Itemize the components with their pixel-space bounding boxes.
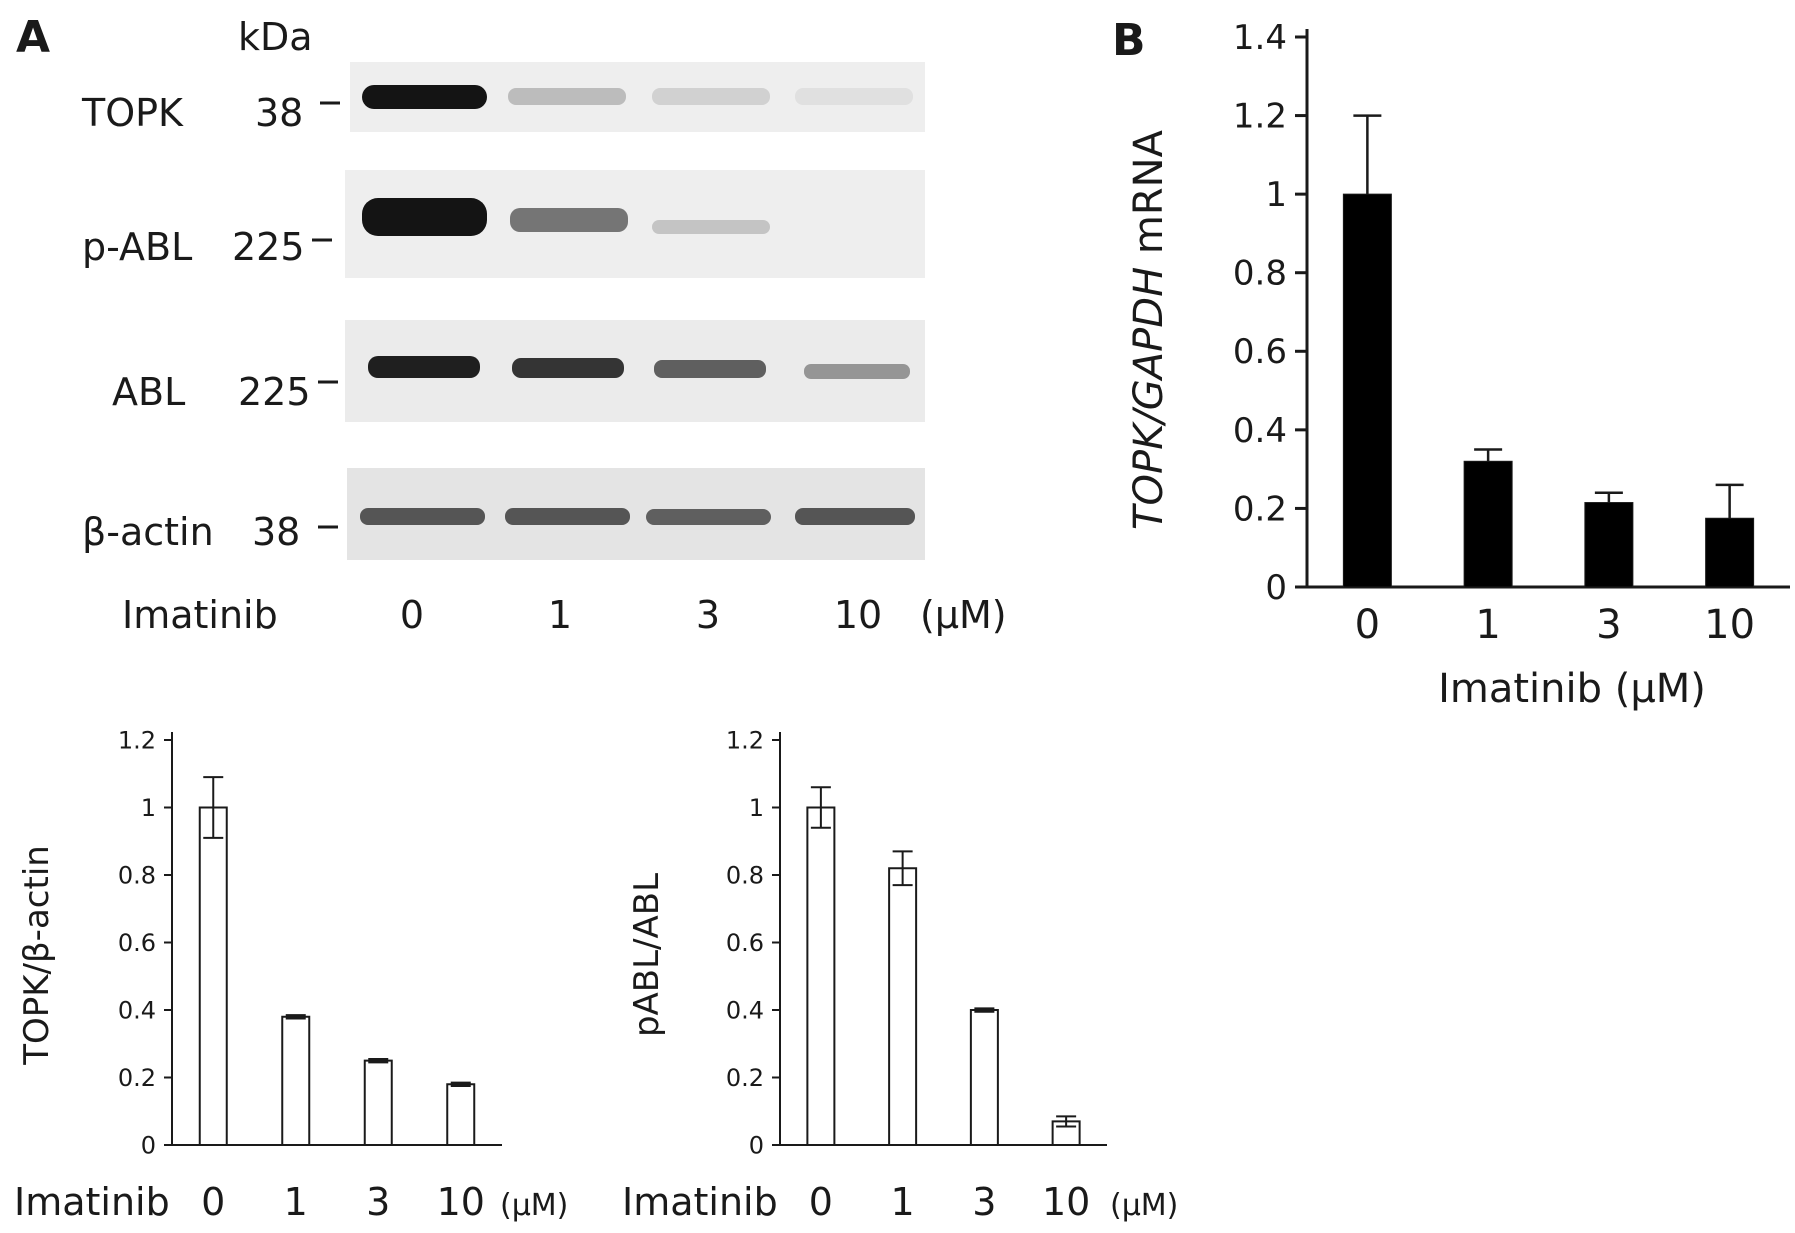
chart-x-unit-label: (μM)	[1110, 1188, 1178, 1223]
bar	[1705, 517, 1755, 588]
blot-band	[646, 509, 771, 525]
blot-kda-label: 38	[255, 91, 303, 135]
x-tick-label: 3	[1596, 602, 1621, 648]
blot-row-abl: ABL 225	[112, 320, 925, 422]
panel-a-quant-pabl: pABL/ABL 0 0.2 0.4 0.6 0.8 1 1.2 0 1 3 10 Imatinib…	[622, 726, 1178, 1224]
blot-row-topk: TOPK 38	[81, 62, 925, 135]
y-label-suffix: mRNA	[1126, 129, 1172, 266]
y-label-italic-part: TOPK/GAPDH	[1126, 267, 1172, 530]
blot-band	[804, 364, 910, 379]
blot-band	[654, 360, 766, 378]
x-tick-label: 3	[972, 1180, 996, 1224]
blot-band	[505, 508, 630, 525]
chart-y-axis-label: TOPK/GAPDH mRNA	[1126, 129, 1172, 530]
chart-y-axis-label: TOPK/β-actin	[17, 845, 57, 1066]
y-tick-label: 0.6	[1233, 332, 1287, 372]
x-tick-label: 10	[437, 1180, 485, 1224]
x-tick-label: 10	[1042, 1180, 1090, 1224]
y-tick-label: 0.4	[726, 996, 764, 1024]
panel-a-quant-topk: TOPK/β-actin 0 0.2 0.4 0.6 0.8 1 1.2 0 1 3 10 Imat…	[14, 726, 568, 1224]
chart-pabl-abl: 0 0.2 0.4 0.6 0.8 1 1.2 0 1 3 10	[726, 726, 1107, 1224]
y-tick-label: 0.8	[726, 861, 764, 889]
x-tick-label: 0	[1355, 602, 1380, 648]
blot-kda-label: 38	[252, 510, 300, 554]
panel-a-label: A	[16, 12, 50, 63]
blot-protein-label: ABL	[112, 370, 185, 414]
y-tick-label: 1	[1265, 175, 1287, 215]
lane-label: 10	[834, 593, 882, 637]
blot-kda-label: 225	[238, 370, 311, 414]
blot-band	[510, 208, 628, 232]
y-tick-label: 0.2	[726, 1064, 764, 1092]
chart-y-axis-label: pABL/ABL	[627, 873, 667, 1037]
panel-b: B TOPK/GAPDH mRNA 0 0.2 0.4 0.6 0.8 1 1.2 1.4 0 1…	[1112, 15, 1790, 712]
blot-band	[652, 220, 770, 234]
blot-band	[360, 508, 485, 525]
kda-label: kDa	[238, 15, 313, 59]
blot-protein-label: β-actin	[82, 510, 214, 554]
blot-band	[795, 508, 915, 525]
y-tick-label: 0.4	[1233, 411, 1287, 451]
blot-protein-label: TOPK	[81, 91, 184, 135]
bar	[198, 806, 228, 1146]
blot-row-beta-actin: β-actin 38	[82, 468, 925, 560]
chart-x-axis-label: Imatinib (μM)	[1438, 666, 1706, 712]
lane-label: 3	[696, 593, 720, 637]
y-tick-label: 0.8	[1233, 254, 1287, 294]
y-tick-label: 0	[749, 1131, 764, 1159]
x-tick-label: 0	[809, 1180, 833, 1224]
y-tick-label: 0	[141, 1131, 156, 1159]
y-tick-label: 1.4	[1233, 18, 1287, 58]
bar	[1342, 193, 1392, 588]
y-tick-label: 0.8	[118, 861, 156, 889]
panel-b-label: B	[1112, 15, 1146, 66]
y-tick-label: 0.6	[118, 929, 156, 957]
bar	[806, 806, 836, 1146]
blot-protein-label: p-ABL	[82, 225, 192, 269]
blot-kda-label: 225	[232, 225, 305, 269]
chart-topk-mrna: 0 0.2 0.4 0.6 0.8 1 1.2 1.4 0 1 3 10	[1233, 18, 1790, 648]
x-tick-label: 3	[366, 1180, 390, 1224]
y-tick-label: 0.4	[118, 996, 156, 1024]
bar	[969, 1009, 999, 1146]
bar	[363, 1059, 393, 1146]
blot-band	[362, 198, 487, 236]
y-tick-label: 1.2	[1233, 96, 1287, 136]
blot-band	[512, 358, 624, 378]
bar	[281, 1015, 311, 1146]
chart-topk-beta-actin: 0 0.2 0.4 0.6 0.8 1 1.2 0 1 3 10	[118, 726, 502, 1224]
blot-row-p-abl: p-ABL 225	[82, 170, 925, 278]
imatinib-lane-header: Imatinib	[122, 593, 278, 637]
blot-band	[652, 88, 770, 105]
lane-unit-label: (μM)	[920, 593, 1007, 637]
x-tick-label: 1	[891, 1180, 915, 1224]
x-tick-label: 10	[1704, 602, 1755, 648]
blot-band	[508, 88, 626, 105]
x-tick-label: 1	[284, 1180, 308, 1224]
y-tick-label: 0.2	[118, 1064, 156, 1092]
y-tick-label: 1.2	[726, 726, 764, 754]
bar	[1584, 502, 1634, 588]
x-tick-label: 1	[1475, 602, 1500, 648]
panel-a: A kDa TOPK 38 p-ABL 225 ABL 225	[16, 12, 1007, 637]
chart-x-prefix-label: Imatinib	[14, 1180, 170, 1224]
bar	[888, 867, 918, 1146]
y-tick-label: 0.2	[1233, 489, 1287, 529]
x-tick-label: 0	[201, 1180, 225, 1224]
blot-band	[795, 88, 913, 105]
y-tick-label: 0	[1265, 568, 1287, 608]
lane-label: 1	[548, 593, 572, 637]
lane-label: 0	[400, 593, 424, 637]
y-tick-label: 1	[749, 794, 764, 822]
bar	[446, 1083, 476, 1146]
blot-band	[362, 85, 487, 109]
bar	[1463, 460, 1513, 588]
y-tick-label: 1.2	[118, 726, 156, 754]
y-tick-label: 1	[141, 794, 156, 822]
blot-band	[368, 356, 480, 378]
chart-x-prefix-label: Imatinib	[622, 1180, 778, 1224]
chart-x-unit-label: (μM)	[500, 1188, 568, 1223]
y-tick-label: 0.6	[726, 929, 764, 957]
